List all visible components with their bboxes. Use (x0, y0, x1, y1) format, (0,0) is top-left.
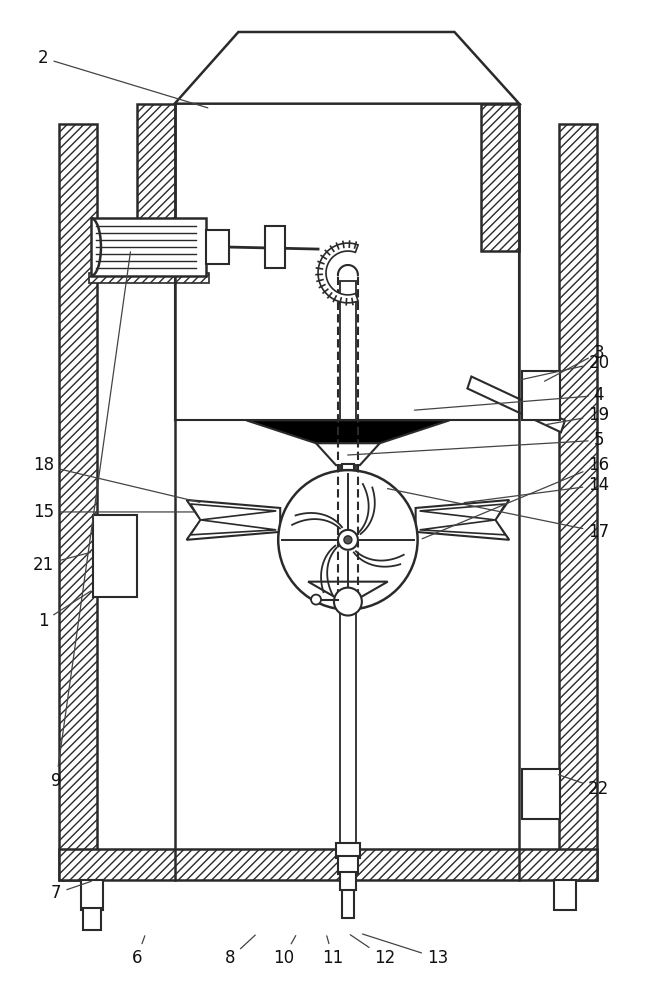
Text: 15: 15 (33, 503, 194, 521)
Bar (336, 843, 360, 858)
Polygon shape (468, 377, 565, 432)
Polygon shape (191, 520, 276, 535)
Polygon shape (174, 32, 519, 104)
Circle shape (334, 588, 362, 616)
Text: 20: 20 (520, 354, 609, 380)
Polygon shape (247, 420, 449, 443)
Bar (340, 281, 356, 849)
Bar (482, 104, 519, 251)
Text: 22: 22 (559, 775, 609, 798)
Circle shape (278, 470, 418, 610)
Text: 7: 7 (51, 881, 91, 902)
Bar (342, 844, 354, 918)
Bar (522, 769, 560, 819)
Bar (59, 124, 97, 880)
Text: 6: 6 (132, 936, 145, 967)
Bar (81, 880, 103, 910)
Circle shape (311, 595, 321, 605)
Bar (83, 908, 101, 930)
Text: 11: 11 (322, 936, 344, 967)
Polygon shape (191, 504, 276, 520)
Polygon shape (186, 500, 280, 540)
Bar (342, 464, 354, 482)
Text: 19: 19 (545, 406, 609, 425)
Text: 1: 1 (38, 591, 91, 630)
Text: 16: 16 (422, 456, 609, 539)
Bar (340, 872, 356, 890)
Circle shape (344, 536, 352, 544)
Text: 3: 3 (544, 344, 604, 381)
Polygon shape (308, 582, 388, 605)
Text: 4: 4 (415, 386, 604, 410)
Bar (205, 230, 230, 264)
Text: 14: 14 (464, 476, 609, 503)
Bar (554, 880, 576, 910)
Polygon shape (420, 520, 505, 535)
Circle shape (338, 530, 358, 550)
Text: 17: 17 (388, 489, 609, 541)
Polygon shape (318, 243, 358, 303)
Text: 5: 5 (348, 431, 604, 455)
Bar (265, 226, 285, 268)
Bar (522, 371, 560, 420)
Polygon shape (308, 492, 388, 517)
Bar (137, 104, 174, 251)
Bar (93, 515, 137, 597)
Bar (338, 856, 358, 874)
Text: 21: 21 (33, 552, 91, 574)
Bar (91, 218, 205, 276)
Text: 13: 13 (363, 934, 448, 967)
Polygon shape (316, 443, 380, 465)
Polygon shape (416, 500, 509, 540)
Text: 18: 18 (33, 456, 200, 502)
Text: 9: 9 (51, 252, 131, 790)
Text: 10: 10 (273, 936, 296, 967)
Text: 12: 12 (350, 935, 396, 967)
Polygon shape (420, 504, 505, 520)
Text: 8: 8 (225, 935, 255, 967)
Text: 2: 2 (38, 49, 208, 108)
Bar (89, 273, 209, 283)
Bar (559, 124, 597, 880)
Bar (59, 849, 597, 880)
